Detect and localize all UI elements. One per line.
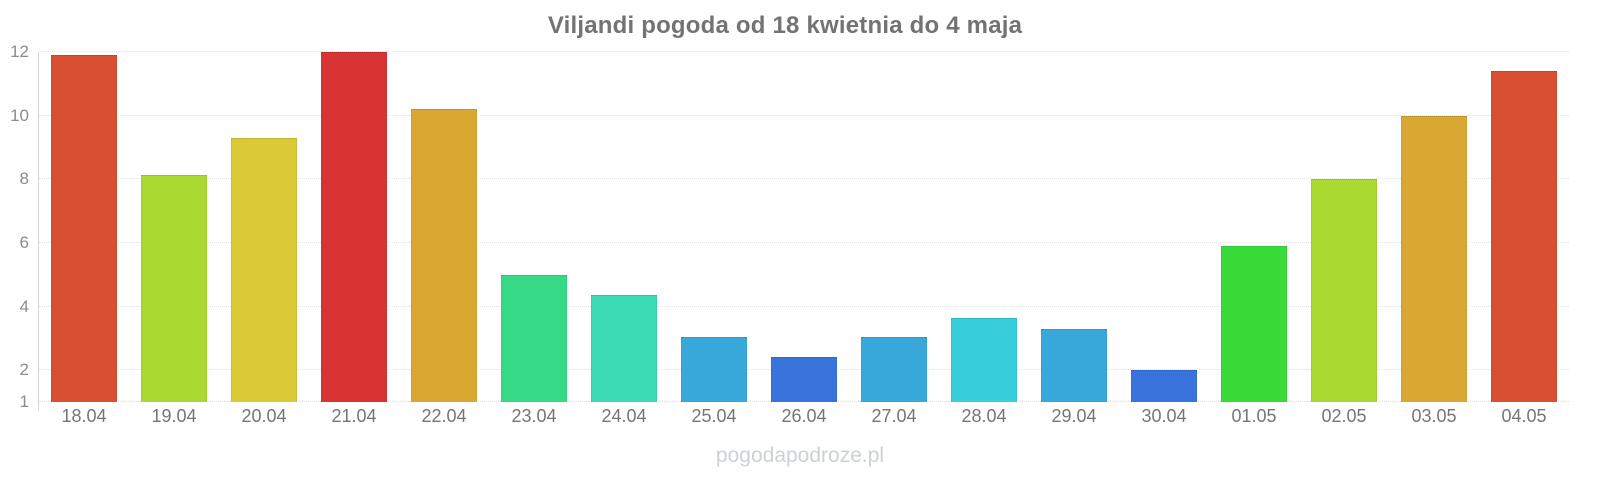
chart-title: Viljandi pogoda od 18 kwietnia do 4 maja [547,12,1023,39]
chart-bar-20.04[interactable] [231,137,297,402]
bar-column-26.04 [759,52,849,402]
x-tick-label-20.04: 20.04 [241,406,287,426]
x-tick-label-26.04: 26.04 [781,406,827,426]
bars-layer [39,52,1569,402]
bar-column-19.04 [129,52,219,402]
chart-bar-02.05[interactable] [1311,179,1377,402]
bar-column-21.04 [309,52,399,402]
x-tick-label-27.04: 27.04 [871,406,917,426]
bar-column-23.04 [489,52,579,402]
x-tick-label-25.04: 25.04 [691,406,737,426]
y-tick-label-12: 12 [10,42,29,61]
x-tick-label-24.04: 24.04 [601,406,647,426]
chart-bar-01.05[interactable] [1221,246,1287,402]
bar-column-29.04 [1029,52,1119,402]
chart-bar-26.04[interactable] [771,357,837,402]
chart-bar-28.04[interactable] [951,317,1017,402]
bar-column-25.04 [669,52,759,402]
bar-column-24.04 [579,52,669,402]
gridline-y-6 [39,241,1569,243]
chart-bar-18.04[interactable] [51,55,117,402]
y-axis-line [38,52,39,410]
chart-bar-22.04[interactable] [411,109,477,402]
y-tick-label-10: 10 [10,105,29,125]
chart-bar-19.04[interactable] [141,174,207,402]
gridline-y-10 [39,114,1569,116]
bar-column-02.05 [1299,52,1389,402]
x-tick-label-22.04: 22.04 [421,406,467,426]
x-tick-label-29.04: 29.04 [1051,406,1097,426]
bar-column-18.04 [39,52,129,402]
x-tick-label-21.04: 21.04 [331,406,377,426]
chart-bar-21.04[interactable] [321,52,387,402]
gridline-y-4 [39,305,1569,307]
bar-column-03.05 [1389,52,1479,402]
chart-bar-29.04[interactable] [1041,328,1107,402]
bar-column-30.04 [1119,52,1209,402]
bar-column-01.05 [1209,52,1299,402]
x-tick-label-01.05: 01.05 [1231,406,1277,426]
chart-bar-25.04[interactable] [681,336,747,402]
x-tick-label-03.05: 03.05 [1411,406,1457,426]
y-tick-label-4: 4 [19,296,29,316]
bar-column-28.04 [939,52,1029,402]
chart-bar-03.05[interactable] [1401,115,1467,402]
x-tick-label-19.04: 19.04 [151,406,197,426]
x-tick-label-28.04: 28.04 [961,406,1007,426]
gridline-y-8 [39,178,1569,180]
chart-bar-27.04[interactable] [861,336,927,402]
chart-bar-04.05[interactable] [1491,71,1557,402]
gridline-y-12 [39,51,1569,52]
x-tick-label-23.04: 23.04 [511,406,557,426]
bar-column-20.04 [219,52,309,402]
x-axis-labels: 18.04 19.04 20.04 21.04 22.04 23.04 24.04 25.04… [39,406,1569,427]
bar-column-22.04 [399,52,489,402]
y-tick-label-8: 8 [19,169,29,189]
chart-bar-23.04[interactable] [501,274,567,402]
x-tick-label-30.04: 30.04 [1141,406,1187,426]
y-tick-label-2: 2 [19,360,29,380]
plot-area: 1 2 4 6 8 10 12 [10,42,1569,411]
chart-bar-24.04[interactable] [591,295,657,402]
x-tick-label-18.04: 18.04 [61,406,107,426]
x-tick-label-02.05: 02.05 [1321,406,1367,426]
x-tick-label-04.05: 04.05 [1501,406,1547,426]
y-tick-label-6: 6 [19,232,29,252]
watermark-text: pogodapodroze.pl [715,444,885,467]
bar-column-04.05 [1479,52,1569,402]
bar-column-27.04 [849,52,939,402]
chart-bar-30.04[interactable] [1131,370,1197,402]
y-tick-label-1: 1 [19,392,29,411]
